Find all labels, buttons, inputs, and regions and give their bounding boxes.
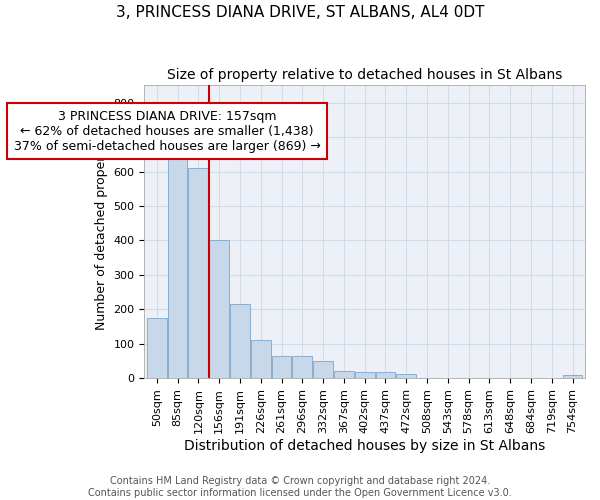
X-axis label: Distribution of detached houses by size in St Albans: Distribution of detached houses by size … (184, 438, 545, 452)
Bar (397, 374, 416, 378)
Bar (376, 372, 395, 378)
Text: 3 PRINCESS DIANA DRIVE: 157sqm
← 62% of detached houses are smaller (1,438)
37% : 3 PRINCESS DIANA DRIVE: 157sqm ← 62% of … (14, 110, 320, 152)
Bar (230, 304, 250, 378)
Bar (209, 240, 229, 378)
Bar (292, 356, 312, 378)
Bar (355, 372, 374, 378)
Bar (334, 370, 354, 378)
Bar (251, 340, 271, 378)
Text: 3, PRINCESS DIANA DRIVE, ST ALBANS, AL4 0DT: 3, PRINCESS DIANA DRIVE, ST ALBANS, AL4 … (116, 5, 484, 20)
Bar (272, 356, 292, 378)
Text: Contains HM Land Registry data © Crown copyright and database right 2024.
Contai: Contains HM Land Registry data © Crown c… (88, 476, 512, 498)
Bar (147, 318, 167, 378)
Bar (313, 361, 333, 378)
Bar (563, 376, 583, 378)
Bar (188, 168, 208, 378)
Y-axis label: Number of detached properties: Number of detached properties (95, 134, 108, 330)
Title: Size of property relative to detached houses in St Albans: Size of property relative to detached ho… (167, 68, 562, 82)
Bar (167, 151, 187, 378)
